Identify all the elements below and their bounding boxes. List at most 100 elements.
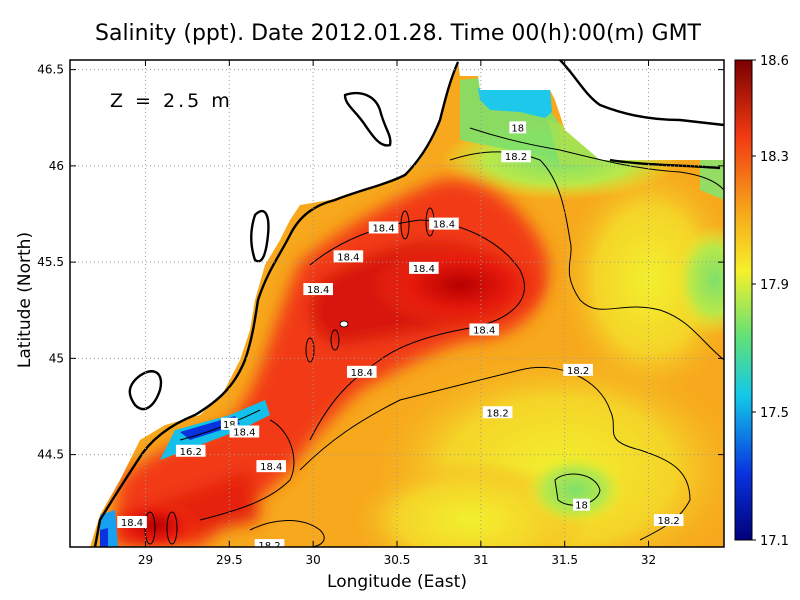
contour-label: 18.2 (501, 150, 531, 163)
contour-label: 18.4 (429, 217, 459, 231)
contour-18.4 (199, 419, 295, 521)
x-tick-label: 30 (306, 553, 321, 567)
contour-label-bg (175, 444, 206, 457)
sea-fresh-plume (478, 88, 552, 118)
contour-label-text: 18.2 (486, 408, 508, 419)
contour-label-bg (346, 365, 377, 378)
coastline-lake (128, 370, 163, 411)
x-tick-label: 30.5 (384, 553, 411, 567)
contour-label-text: 18.4 (433, 220, 455, 231)
contour-lines (144, 127, 724, 547)
contour-18.2 (249, 520, 325, 547)
contour-label: 18 (573, 498, 590, 512)
plot-area: 18 18.2 18.4 18.4 18.4 18.4 18.4 18.4 18.4 18.2 18… (70, 60, 724, 552)
island-marker (339, 320, 349, 328)
sea-green-region (675, 225, 724, 335)
coastline-north (609, 158, 721, 170)
contour-label-text: 18.2 (658, 516, 680, 527)
contour-18 (469, 127, 724, 191)
contour-label: 18.4 (117, 515, 147, 529)
contour-label-bg (333, 250, 364, 263)
contour-label-text: 18.4 (473, 325, 495, 336)
x-tick-label: 29.5 (216, 553, 243, 567)
y-tick-label: 44.5 (37, 448, 64, 462)
contour-label: 18.4 (368, 221, 399, 234)
contour-16.2 (179, 409, 261, 441)
contour-label: 18.2 (482, 406, 513, 419)
chart-title: Salinity (ppt). Date 2012.01.28. Time 00… (95, 21, 702, 46)
contour-label: 18.4 (256, 460, 287, 473)
depth-annotation: Z = 2.5 m (110, 90, 233, 112)
contour-label-bg (482, 406, 513, 419)
contour-labels: 18 18.2 18.4 18.4 18.4 18.4 18.4 18.4 18.4 18.2 18… (117, 121, 684, 552)
x-tick-label: 32 (641, 553, 656, 567)
x-tick-label: 31.5 (551, 553, 578, 567)
contour-label-text: 18.4 (351, 368, 373, 379)
coastline-lagoon (250, 209, 270, 263)
colorbar-tick-label: 17.9 (760, 278, 789, 293)
contour-label: 18.2 (653, 514, 684, 527)
contour-label-text: 18.4 (372, 223, 394, 234)
contour-label-bg (254, 539, 285, 547)
coastline-lake (343, 91, 392, 147)
contour-label-text: 18.2 (505, 152, 527, 163)
contour-label-text: 18.4 (121, 518, 143, 529)
sea-green-region (525, 455, 625, 525)
contour-18.6 (330, 329, 340, 351)
coastline-north (559, 60, 724, 127)
contour-18.6 (305, 337, 315, 363)
y-tick-label: 45 (49, 351, 64, 365)
contour-label-bg (117, 515, 147, 528)
contour-label-bg (256, 460, 287, 473)
contour-label: 18.4 (409, 261, 439, 275)
contour-label: 18.4 (333, 250, 364, 263)
contour-label: 18.2 (254, 539, 285, 552)
contour-label-text: 18.2 (258, 541, 280, 552)
x-axis-ticks: 29 29.5 30 30.5 31 31.5 32 (138, 60, 656, 567)
colorbar-tick-label: 17.5 (760, 406, 789, 421)
contour-label-bg (368, 221, 399, 234)
contour-label-bg (229, 425, 260, 438)
colorbar (734, 59, 753, 541)
sea-fresh-plume (548, 120, 600, 165)
y-tick-label: 46 (49, 159, 64, 173)
contour-label: 18.4 (469, 323, 499, 336)
contour-label-text: 18 (223, 420, 236, 431)
contour-label-bg (409, 261, 439, 274)
contour-18.6 (166, 511, 178, 545)
contour-label-bg (429, 217, 459, 230)
contour-label-text: 18.2 (567, 366, 589, 377)
contour-label-text: 18.4 (307, 285, 329, 296)
sea-yellow-region (560, 160, 724, 400)
contour-label: 16.2 (175, 444, 206, 458)
contour-label: 18.4 (346, 365, 377, 379)
contour-18.6 (400, 210, 410, 240)
contour-label: 18.4 (229, 425, 260, 439)
contour-label: 18.4 (303, 283, 333, 296)
contour-label: 18.2 (563, 363, 593, 377)
contour-label-bg (501, 150, 531, 163)
contour-label-text: 18.4 (233, 428, 255, 439)
y-axis-ticks: 44.5 45 45.5 46 46.5 (37, 63, 724, 462)
contour-label-text: 18.4 (413, 264, 435, 275)
coastline (93, 60, 724, 547)
colorbar-tick-label: 18.3 (760, 150, 789, 165)
contour-label-bg (653, 514, 684, 527)
contour-label: 18 (509, 121, 527, 134)
coastline-main (93, 61, 460, 547)
contour-label-text: 18 (511, 123, 524, 134)
contour-label-bg (563, 363, 593, 376)
x-tick-label: 31 (473, 553, 488, 567)
contour-label-bg (573, 498, 590, 511)
x-axis-title: Longitude (East) (327, 572, 467, 592)
contour-18 (554, 473, 601, 506)
contour-label-text: 18.4 (260, 462, 282, 473)
colorbar-tick-label: 17.1 (760, 534, 789, 549)
sea-fresh-plume (100, 528, 108, 547)
sea-fresh-plume (700, 160, 724, 200)
x-tick-label: 29 (138, 553, 153, 567)
contour-label-bg (303, 283, 333, 296)
contour-label-bg (509, 121, 527, 134)
contour-label-text: 18.4 (337, 252, 359, 263)
